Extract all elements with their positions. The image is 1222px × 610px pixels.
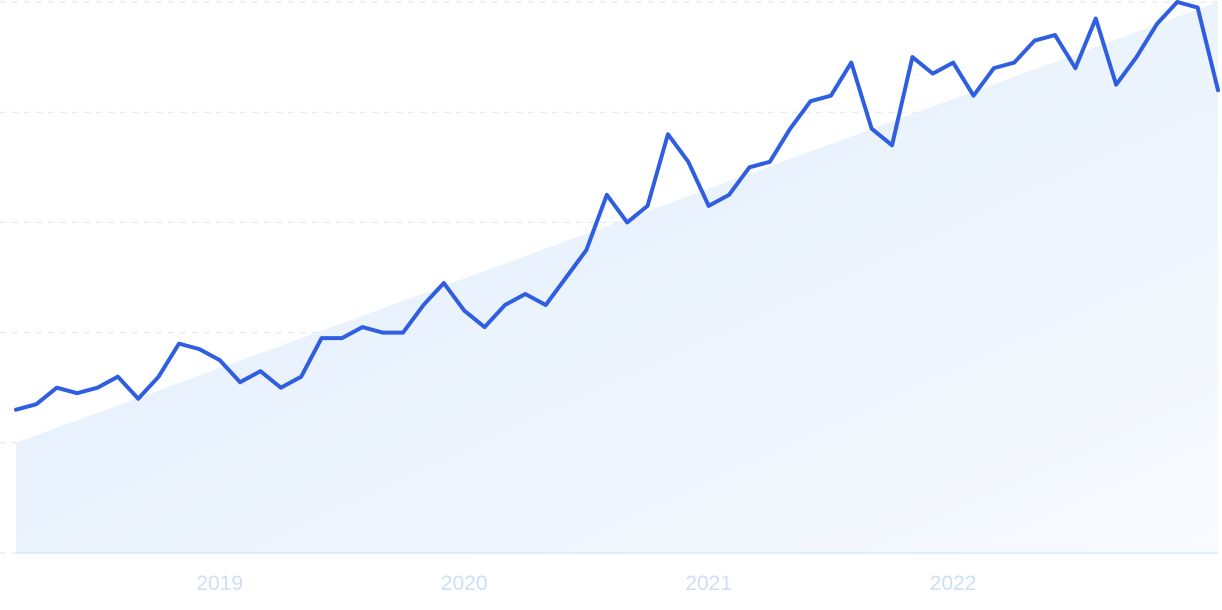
data-point — [55, 386, 59, 390]
data-point — [1175, 0, 1179, 4]
x-tick-label: 2019 — [196, 572, 243, 595]
data-point — [340, 336, 344, 340]
data-point — [238, 380, 242, 384]
data-point — [605, 193, 609, 197]
data-point — [1216, 88, 1220, 92]
data-point — [1196, 6, 1200, 10]
data-point — [75, 391, 79, 395]
data-point — [625, 220, 629, 224]
data-point — [727, 193, 731, 197]
data-point — [401, 331, 405, 335]
data-point — [1073, 66, 1077, 70]
x-tick-label: 2021 — [685, 572, 732, 595]
data-point — [890, 143, 894, 147]
trend-area-fill — [16, 2, 1218, 553]
data-point — [564, 276, 568, 280]
data-point — [646, 204, 650, 208]
data-point — [686, 160, 690, 164]
data-point — [788, 127, 792, 131]
data-point — [666, 132, 670, 136]
data-point — [95, 386, 99, 390]
data-point — [258, 369, 262, 373]
data-point — [136, 397, 140, 401]
data-point — [1094, 17, 1098, 21]
data-point — [972, 94, 976, 98]
data-point — [849, 61, 853, 65]
data-point — [829, 94, 833, 98]
x-axis-ticks: 2019 2020 2021 2022 — [196, 572, 976, 595]
data-point — [951, 61, 955, 65]
data-point — [421, 303, 425, 307]
data-point — [299, 375, 303, 379]
data-point — [279, 386, 283, 390]
data-point — [768, 160, 772, 164]
data-point — [34, 402, 38, 406]
data-point — [360, 325, 364, 329]
series-layer — [14, 0, 1220, 412]
series-line-0 — [14, 0, 1220, 412]
data-point — [910, 55, 914, 59]
data-point — [320, 336, 324, 340]
data-point — [218, 358, 222, 362]
data-point — [1155, 22, 1159, 26]
data-point — [442, 281, 446, 285]
data-point — [157, 375, 161, 379]
x-tick-label: 2022 — [930, 572, 977, 595]
data-point — [116, 375, 120, 379]
data-point — [931, 72, 935, 76]
data-point — [177, 342, 181, 346]
data-point — [707, 204, 711, 208]
data-point — [584, 248, 588, 252]
data-point — [544, 303, 548, 307]
data-point — [1114, 83, 1118, 87]
x-tick-label: 2020 — [441, 572, 488, 595]
data-point — [1033, 39, 1037, 43]
data-point — [503, 303, 507, 307]
data-point — [992, 66, 996, 70]
data-point — [523, 292, 527, 296]
data-point — [1135, 55, 1139, 59]
data-point — [1012, 61, 1016, 65]
data-point — [462, 309, 466, 313]
data-point — [381, 331, 385, 335]
data-point — [197, 347, 201, 351]
trend-area — [16, 2, 1218, 553]
data-point — [809, 99, 813, 103]
data-point — [1053, 33, 1057, 37]
data-point — [14, 408, 18, 412]
data-point — [483, 325, 487, 329]
data-point — [747, 165, 751, 169]
data-point — [870, 127, 874, 131]
